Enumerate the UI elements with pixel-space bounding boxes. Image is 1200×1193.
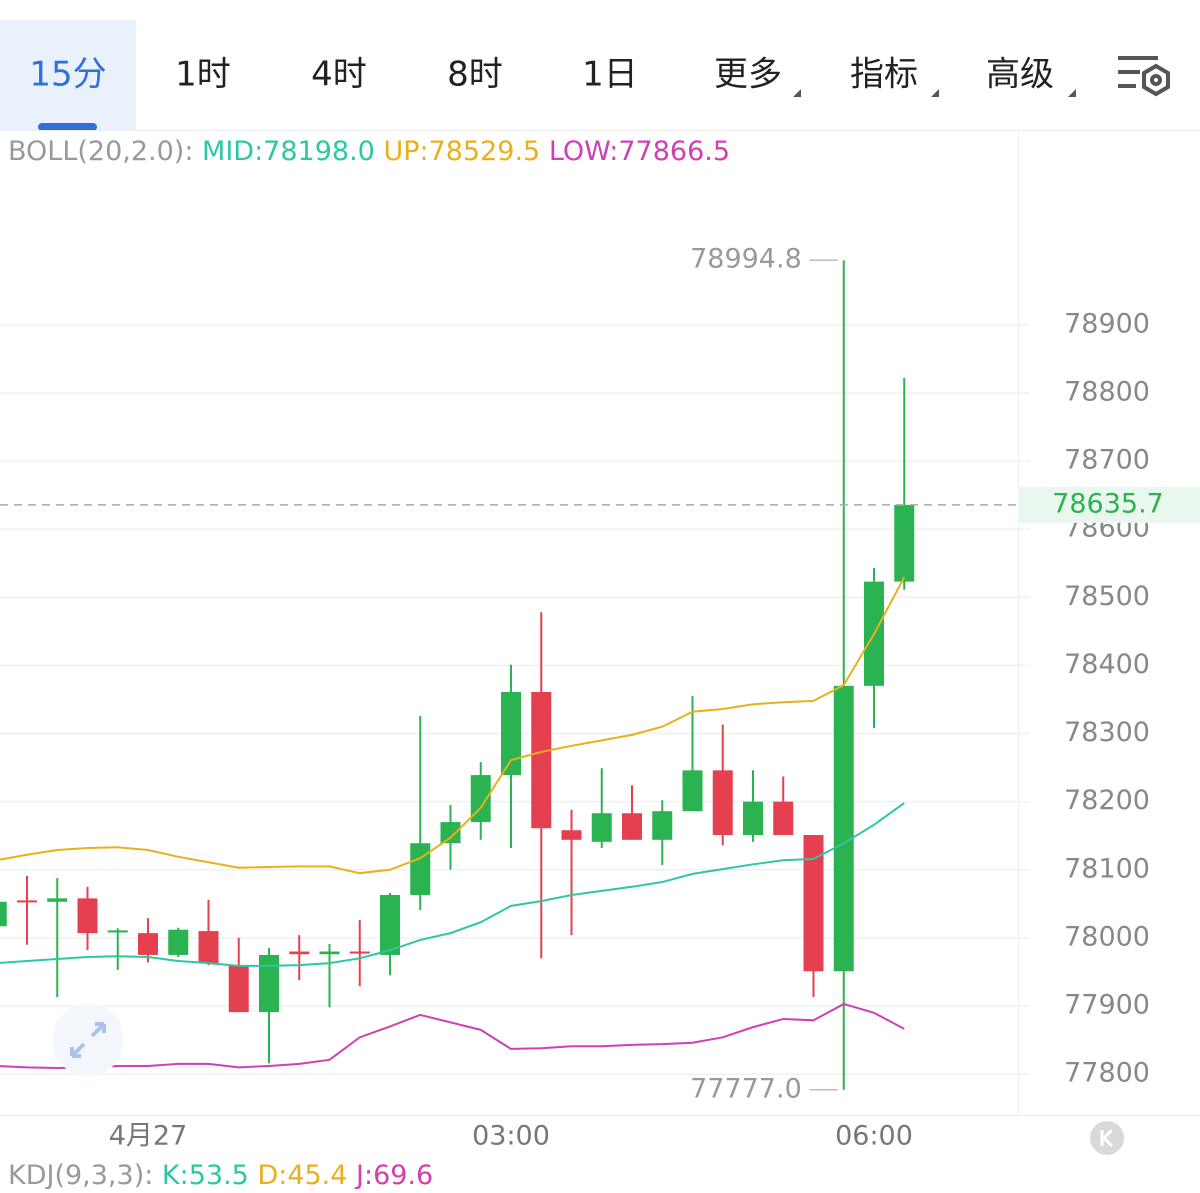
candle-body: [470, 775, 491, 823]
overlay: 4月27 03:00 06:00 78635.7 78994.8 77777.0: [0, 244, 1200, 1152]
tab[interactable]: 指标: [850, 55, 918, 95]
legend-item: MID:78198.0: [202, 136, 375, 167]
tab[interactable]: 1时: [175, 55, 231, 95]
legend-label: KDJ(9,3,3):: [8, 1160, 153, 1190]
candle-body: [380, 894, 400, 955]
candle-body: [47, 898, 68, 902]
legend-item: K:53.5: [162, 1160, 249, 1190]
candle-body: [259, 954, 279, 1013]
candle-body: [682, 770, 703, 812]
active-tab-indicator: [38, 123, 97, 131]
tab-bar: 15分 1时 4时 8时 1日 更多 指标 高级: [29, 55, 1054, 95]
candle-body: [712, 770, 733, 836]
candle-body: [17, 900, 37, 903]
legend-item: UP:78529.5: [383, 136, 540, 167]
legend-item: LOW:77866.5: [549, 136, 730, 167]
candle-body: [0, 901, 7, 927]
candle-body: [894, 504, 915, 582]
settings-icon[interactable]: [1118, 56, 1170, 97]
candle-body: [773, 801, 794, 836]
tab[interactable]: 15分: [29, 55, 106, 95]
tab[interactable]: 更多: [714, 55, 782, 95]
tab[interactable]: 8时: [447, 55, 503, 95]
sub-legend: KDJ(9,3,3): K:53.5 D:45.4 J:69.6: [8, 1160, 433, 1190]
candle-body: [168, 929, 189, 955]
candle-body: [652, 811, 673, 840]
current-price-bg: [1018, 486, 1200, 523]
annotation: 78994.8: [690, 244, 802, 275]
active-tab-bg: [0, 20, 136, 130]
candle-body: [107, 930, 128, 933]
tab[interactable]: 4时: [311, 55, 367, 95]
dropdown-marks: [793, 89, 1076, 97]
candle-body: [228, 965, 249, 1013]
candle-body: [440, 822, 461, 844]
y-tick-label: 77800: [1064, 1058, 1150, 1089]
x-tick-label: 4月27: [109, 1121, 188, 1152]
candle-body: [622, 813, 642, 840]
x-tick-label: 03:00: [472, 1121, 550, 1152]
y-tick-label: 78700: [1064, 445, 1150, 476]
candle-body: [410, 843, 431, 895]
y-tick-label: 77900: [1064, 990, 1150, 1021]
y-tick-label: 78200: [1064, 785, 1150, 816]
candle-body: [743, 801, 763, 836]
candle-body: [198, 931, 219, 964]
current-price-label: 78635.7: [1052, 488, 1164, 519]
legend-item: D:45.4: [257, 1160, 347, 1190]
y-tick-label: 78900: [1064, 308, 1150, 339]
tab[interactable]: 高级: [986, 55, 1054, 95]
candle-body: [138, 933, 158, 955]
legend-item: J:69.6: [354, 1160, 433, 1190]
candle-body: [501, 691, 521, 776]
candle-body: [349, 951, 370, 954]
candle-body: [591, 813, 612, 842]
x-tick-label: 06:00: [835, 1121, 913, 1152]
legend-label: BOLL(20,2.0):: [8, 136, 193, 167]
grid: 77800 77900 78000 78100 78200 78300 78400 78500…: [0, 308, 1150, 1089]
candle-body: [289, 951, 310, 955]
expand-icon[interactable]: [52, 1004, 124, 1076]
boll-line: [0, 1002, 905, 1070]
annotation: 77777.0: [690, 1073, 802, 1104]
candle-body: [319, 951, 340, 955]
candle-body: [803, 835, 824, 972]
scroll-latest-button[interactable]: [1090, 1121, 1124, 1155]
y-tick-label: 78300: [1064, 717, 1150, 748]
plot: [0, 260, 915, 1090]
boll-line: [0, 576, 906, 875]
candle-body: [531, 691, 552, 829]
candle-body: [833, 685, 854, 972]
y-tick-label: 78100: [1064, 853, 1150, 884]
y-tick-label: 78000: [1064, 921, 1150, 952]
boll-line: [0, 802, 905, 967]
y-tick-label: 78500: [1064, 581, 1150, 612]
tab[interactable]: 1日: [582, 55, 638, 95]
indicator-legend: BOLL(20,2.0): MID:78198.0 UP:78529.5 LOW…: [8, 136, 730, 167]
candle-body: [561, 830, 582, 840]
y-tick-label: 78800: [1064, 376, 1150, 407]
y-tick-label: 78400: [1064, 649, 1150, 680]
candle-body: [77, 898, 98, 934]
